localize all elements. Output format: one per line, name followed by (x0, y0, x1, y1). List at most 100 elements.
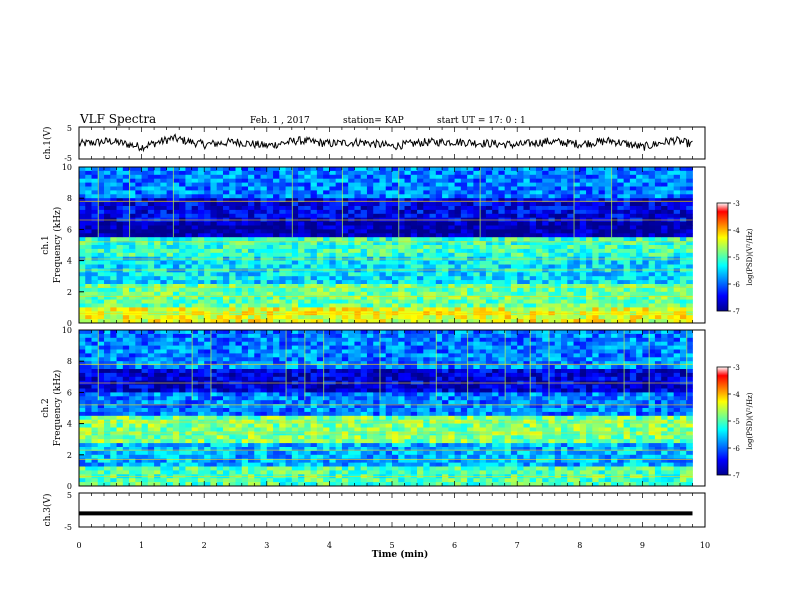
spectrogram-cell (204, 287, 211, 293)
spectrogram-cell (392, 307, 399, 312)
spectrogram-cell (191, 376, 199, 382)
spectrogram-cell (467, 221, 474, 226)
spectrogram-cell (185, 315, 193, 320)
spectrogram-cell (129, 337, 136, 343)
spectrogram-cell (429, 272, 437, 277)
spectrogram-cell (517, 182, 524, 187)
spectrogram-cell (154, 186, 161, 191)
spectrogram-cell (667, 315, 675, 320)
spectrogram-cell (598, 186, 606, 191)
spectrogram-cell (197, 466, 205, 471)
spectrogram-cell (335, 241, 343, 246)
spectrogram-cell (141, 333, 149, 339)
spectrogram-cell (679, 245, 687, 250)
spectrogram-cell (529, 167, 537, 172)
spectrogram-cell (104, 206, 111, 211)
spectrogram-cell (392, 209, 399, 215)
spectrogram-cell (348, 237, 355, 242)
spectrogram-cell (535, 319, 543, 324)
spectrogram-cell (79, 225, 86, 230)
spectrogram-cell (122, 443, 130, 448)
spectrogram-cell (529, 182, 537, 187)
spectrogram-cell (435, 295, 443, 300)
spectrogram-cell (673, 264, 681, 269)
spectrogram-cell (598, 315, 606, 320)
spectrogram-streak (210, 330, 212, 401)
spectrogram-cell (385, 264, 393, 269)
spectrogram-cell (642, 229, 650, 234)
spectrogram-cell (222, 466, 230, 471)
spectrogram-cell (185, 431, 193, 436)
spectrogram-cell (442, 206, 449, 211)
spectrogram-cell (79, 365, 86, 370)
spectrogram-cell (129, 264, 136, 269)
spectrogram-cell (104, 431, 111, 436)
spectrogram-cell (323, 307, 330, 312)
spectrogram-cell (85, 408, 92, 413)
spectrogram-cell (492, 319, 499, 324)
spectrogram-cell (260, 245, 268, 250)
spectrogram-cell (97, 427, 105, 432)
spectrogram-cell (586, 245, 593, 250)
spectrogram-cell (229, 213, 236, 219)
spectrogram-cell (404, 307, 412, 312)
spectrogram-cell (686, 319, 693, 324)
spectrogram-cell (542, 233, 549, 238)
spectrogram-cell (385, 209, 393, 215)
spectrogram-cell (197, 353, 205, 358)
spectrogram-cell (285, 295, 293, 300)
spectrogram-cell (160, 392, 168, 397)
spectrogram-cell (435, 252, 443, 258)
spectrogram-cell (260, 202, 268, 207)
spectrogram-cell (579, 202, 587, 207)
spectrogram-cell (304, 237, 312, 242)
spectrogram-cell (348, 233, 355, 238)
spectrogram-cell (154, 376, 161, 382)
spectrogram-cell (341, 252, 349, 258)
spectrogram-cell (141, 462, 149, 467)
spectrogram-cell (260, 276, 268, 281)
spectrogram-cell (479, 233, 487, 238)
spectrogram-cell (254, 303, 261, 308)
spectrogram-cell (379, 237, 387, 242)
spectrogram-cell (598, 237, 606, 242)
spectrogram-cell (260, 252, 268, 258)
spectrogram-cell (442, 307, 449, 312)
spectrogram-cell (204, 291, 211, 297)
spectrogram-cell (229, 470, 236, 475)
spectrogram-cell (254, 182, 261, 187)
spectrogram-cell (235, 186, 243, 191)
spectrogram-cell (629, 229, 637, 234)
spectrogram-cell (335, 284, 343, 289)
spectrogram-cell (673, 319, 681, 324)
spectrogram-cell (554, 206, 562, 211)
spectrogram-cell (141, 470, 149, 475)
spectrogram-cell (510, 178, 518, 183)
spectrogram-cell (485, 190, 493, 195)
spectrogram-cell (222, 252, 230, 258)
spectrogram-cell (648, 276, 656, 281)
spectrogram-cell (617, 186, 625, 191)
spectrogram-cell (191, 272, 199, 277)
spectrogram-cell (323, 276, 330, 281)
spectrogram-cell (185, 333, 193, 339)
spectrogram-cell (642, 225, 650, 230)
spectrogram-cell (385, 260, 393, 265)
spectrogram-cell (135, 225, 142, 230)
spectrogram-cell (654, 291, 662, 297)
spectrogram-cell (561, 174, 568, 180)
spectrogram-cell (97, 443, 105, 448)
spectrogram-cell (91, 167, 99, 172)
spectrogram-cell (479, 229, 487, 234)
spectrogram-cell (492, 276, 499, 281)
spectrogram-cell (160, 276, 168, 281)
spectrogram-cell (210, 221, 218, 226)
spectrogram-cell (85, 206, 92, 211)
spectrogram-cell (291, 221, 299, 226)
spectrogram-cell (116, 315, 124, 320)
spectrogram-cell (548, 268, 556, 273)
spectrogram-cell (260, 194, 268, 199)
spectrogram-cell (122, 450, 130, 456)
spectrogram-cell (79, 345, 86, 350)
spectrogram-cell (379, 202, 387, 207)
